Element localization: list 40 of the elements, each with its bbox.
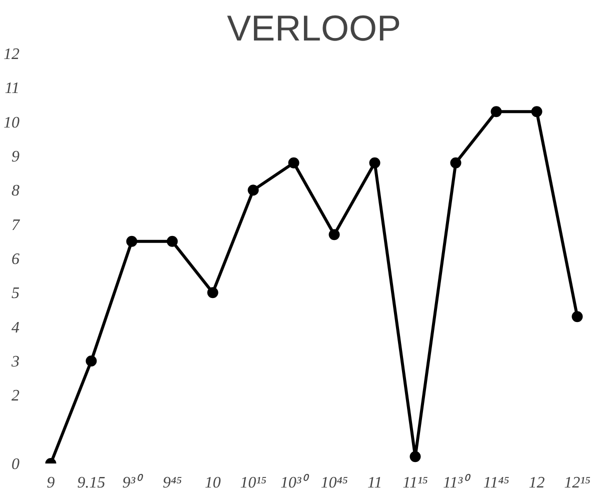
point <box>450 157 462 168</box>
y-tick-label: 4 <box>12 319 20 336</box>
y-tick-label: 9 <box>12 148 20 166</box>
point <box>369 157 380 168</box>
x-tick-label: 10¹⁵ <box>240 474 267 492</box>
y-tick-label: 8 <box>12 182 20 200</box>
point <box>410 451 421 462</box>
point <box>572 311 583 322</box>
x-tick-label: 12 <box>528 474 545 492</box>
point <box>126 236 138 247</box>
x-tick-label: 10⁴⁵ <box>320 474 348 492</box>
point <box>328 229 340 240</box>
x-tick-label: 10 <box>204 474 221 492</box>
y-tick-label: 12 <box>4 46 20 63</box>
point <box>207 287 218 298</box>
x-tick-label: 11 <box>367 474 382 492</box>
y-tick-label: 0 <box>12 456 20 473</box>
point <box>288 157 300 168</box>
chart-title: VERLOOP <box>226 8 402 48</box>
x-tick-label: 11¹⁵ <box>402 474 428 492</box>
y-tick-label: 5 <box>12 285 20 302</box>
y-tick-label: 3 <box>10 354 20 370</box>
y-tick-label: 6 <box>12 251 20 268</box>
point <box>490 106 502 118</box>
x-tick-label: 12¹⁵ <box>564 474 591 492</box>
x-tick-label: 9 <box>46 474 55 492</box>
x-tick-label: 9.15 <box>77 474 106 492</box>
x-tick-label: 11⁴⁵ <box>483 474 510 492</box>
y-tick-label: 2 <box>12 388 20 405</box>
y-tick-label: 10 <box>4 114 20 132</box>
point <box>86 356 97 366</box>
x-tick-label: 9³⁰ <box>122 474 144 492</box>
point <box>531 106 542 118</box>
x-tick-label: 9⁴⁵ <box>162 474 182 492</box>
point <box>166 236 178 247</box>
x-tick-label: 11³⁰ <box>442 474 472 492</box>
y-tick-label: 11 <box>4 80 20 98</box>
y-tick-label: 7 <box>12 216 20 234</box>
point <box>248 184 259 196</box>
x-tick-label: 10³⁰ <box>280 474 310 492</box>
